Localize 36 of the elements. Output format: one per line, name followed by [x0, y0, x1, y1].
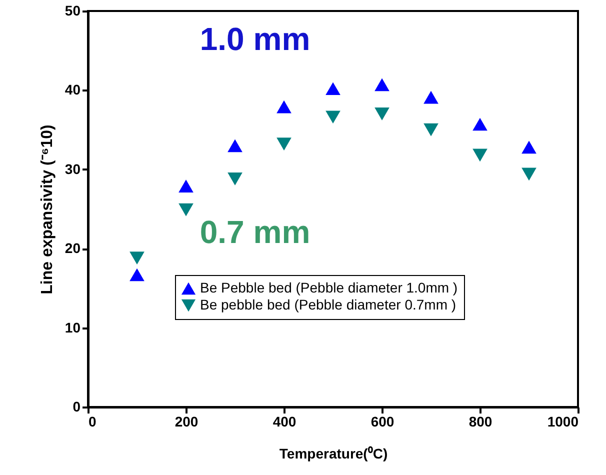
point: [130, 252, 144, 265]
y-tick-label: 0: [72, 398, 81, 414]
annotation: 1.0 mm: [200, 21, 310, 57]
point: [424, 90, 438, 104]
point: [374, 108, 390, 120]
x-tick-label: 800: [468, 414, 492, 430]
point: [276, 138, 292, 150]
point: [228, 172, 242, 186]
y-axis-title: Line expansivity (⁻⁶10): [38, 124, 56, 294]
point: [522, 140, 536, 154]
point: [424, 123, 438, 136]
x-axis-title: Temperature(⁰C): [279, 446, 388, 462]
x-tick-label: 0: [88, 414, 96, 430]
y-tick-label: 10: [64, 319, 81, 336]
point: [130, 268, 144, 282]
y-tick-label: 20: [64, 240, 81, 256]
point: [276, 100, 292, 114]
point: [374, 78, 390, 92]
legend-label: Be Pebble bed (Pebble diameter 1.0mm ): [200, 280, 458, 296]
x-tick-label: 600: [370, 414, 394, 430]
point: [178, 203, 194, 216]
y-tick-label: 50: [64, 2, 81, 18]
point: [326, 110, 340, 124]
point: [178, 180, 194, 192]
point: [326, 82, 340, 96]
point: [228, 139, 242, 152]
point: [472, 148, 488, 162]
point: [522, 168, 536, 181]
legend-label: Be pebble bed (Pebble diameter 0.7mm ): [200, 296, 456, 312]
x-tick-label: 200: [174, 414, 198, 430]
x-tick-label: 1000: [547, 414, 579, 430]
y-tick-label: 40: [64, 82, 81, 98]
x-tick-label: 400: [272, 414, 296, 430]
annotation: 0.7 mm: [200, 214, 310, 250]
y-tick-label: 30: [64, 160, 81, 177]
point: [472, 118, 488, 131]
